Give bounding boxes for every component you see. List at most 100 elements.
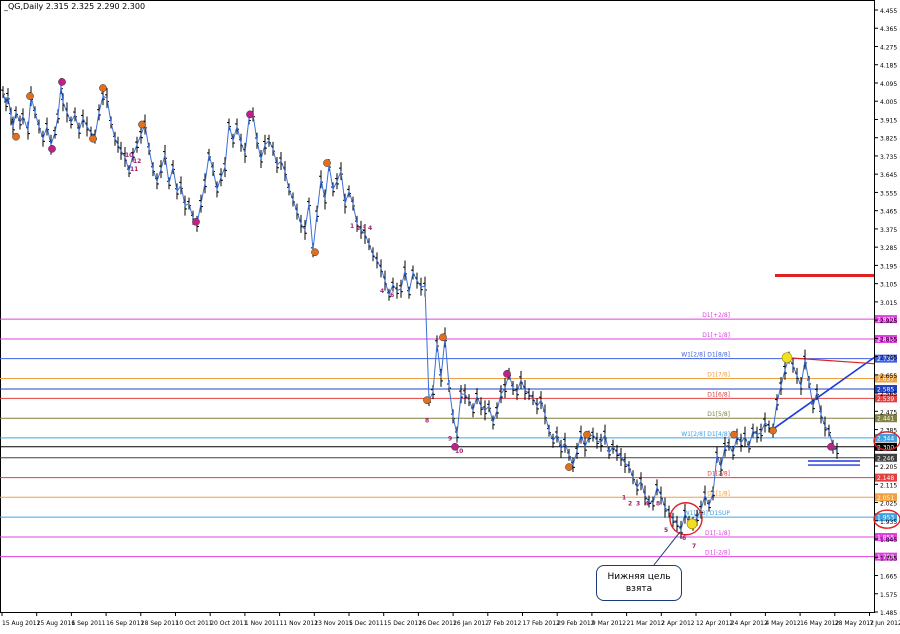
fractal-dot [439, 334, 446, 341]
level-label: D1[5/8] [707, 411, 730, 418]
fractal-dot [730, 431, 737, 438]
wave-number: 4 [368, 225, 372, 232]
wave-number: 10 [455, 448, 463, 455]
x-tick-label: 28 Sep 2011 [141, 620, 179, 627]
wave-number: 1 [350, 223, 354, 230]
fractal-dot [423, 397, 430, 404]
callout-line-2: взята [597, 583, 681, 595]
y-tick-label: 2.745 [880, 355, 897, 362]
y-tick-label: 1.755 [880, 555, 897, 562]
y-tick-label: 4.455 [880, 8, 897, 15]
x-tick-label: 28 May 2012 [835, 620, 874, 627]
y-tick-label: 3.015 [880, 300, 897, 307]
wave-number: 2 [356, 225, 360, 232]
x-tick-label: 16 Sep 2011 [106, 620, 144, 627]
x-tick-label: 1 Nov 2011 [245, 620, 280, 627]
y-tick-label: 3.105 [880, 282, 897, 289]
y-tick-label: 4.365 [880, 26, 897, 33]
fractal-dot [138, 121, 145, 128]
level-label: W1[2/8] D1[4/8] [681, 431, 730, 438]
fractal-dot [769, 427, 776, 434]
ohlc-values: 2.315 2.325 2.290 2.300 [46, 2, 145, 11]
target-callout: Нижняя цель взята [596, 565, 682, 601]
chart-title: _QG,Daily 2.315 2.325 2.290 2.300 [4, 2, 145, 11]
y-tick-label: 1.665 [880, 574, 897, 581]
x-tick-label: 5 Dec 2011 [349, 620, 384, 627]
wave-number: 6 [390, 292, 394, 299]
level-label: D1[2/8] [707, 471, 730, 478]
x-tick-label: 25 Aug 2011 [37, 620, 76, 627]
fractal-dot [503, 370, 510, 377]
yellow-high-dot [782, 353, 792, 363]
wave-number: 2 [628, 501, 632, 508]
x-tick-label: 26 Dec 2011 [418, 620, 457, 627]
level-price-text: 2.441 [877, 416, 894, 423]
x-tick-label: 29 Feb 2012 [557, 620, 595, 627]
trend-lines [771, 358, 874, 465]
yellow-low-dot [687, 519, 697, 529]
callout-line-1: Нижняя цель [597, 571, 681, 583]
gridlines [1, 1, 875, 613]
fractal-dot [26, 93, 33, 100]
y-tick-label: 3.555 [880, 190, 897, 197]
y-tick-label: 2.115 [880, 482, 897, 489]
fractal-dot [99, 84, 106, 91]
x-tick-label: 15 Dec 2011 [384, 620, 423, 627]
level-label: W1[1/8] D1SUP [684, 510, 731, 517]
wave-number: 4 [380, 288, 384, 295]
level-price-text: 2.246 [877, 455, 894, 462]
x-tick-label: 2 Apr 2012 [661, 620, 694, 627]
wave-number: 11 [130, 166, 138, 173]
x-tick-label: 11 Nov 2011 [280, 620, 319, 627]
wave-number: 3 [636, 501, 640, 508]
y-tick-label: 2.025 [880, 501, 897, 508]
fractal-dot [89, 135, 96, 142]
level-price-text: 2.344 [877, 435, 894, 442]
y-tick-label: 1.485 [880, 610, 897, 617]
x-tick-label: 12 Apr 2012 [696, 620, 733, 627]
level-price-text: 2.148 [877, 475, 894, 482]
y-tick-label: 3.465 [880, 209, 897, 216]
level-label: D1[-2/8] [705, 550, 730, 557]
y-tick-label: 2.565 [880, 391, 897, 398]
fractal-dot [12, 133, 19, 140]
fractal-dot [48, 145, 55, 152]
x-tick-label: 9 Mar 2012 [592, 620, 626, 627]
x-tick-label: 16 May 2012 [800, 620, 839, 627]
y-tick-label: 4.095 [880, 81, 897, 88]
fractal-dot [565, 463, 572, 470]
x-tick-label: 21 Mar 2012 [627, 620, 665, 627]
x-tick-label: 7 Jun 2012 [870, 620, 900, 627]
level-label: D1[+2/8] [702, 312, 730, 319]
y-tick-label: 4.185 [880, 63, 897, 70]
y-tick-label: 2.835 [880, 336, 897, 343]
y-tick-label: 4.005 [880, 99, 897, 106]
x-tick-label: 24 Apr 2012 [731, 620, 768, 627]
fractal-dot [323, 159, 330, 166]
wave-number: 3 [362, 225, 366, 232]
level-label: D1[6/8] [707, 391, 730, 398]
level-label: D1[-1/8] [705, 530, 730, 537]
level-label: D1[+1/8] [702, 332, 730, 339]
wave-number: 8 [425, 417, 429, 424]
y-tick-label: 1.845 [880, 537, 897, 544]
y-tick-label: 3.645 [880, 172, 897, 179]
y-tick-label: 2.655 [880, 373, 897, 380]
level-label: D1[7/8] [707, 371, 730, 378]
y-tick-label: 3.825 [880, 136, 897, 143]
y-tick-label: 3.915 [880, 117, 897, 124]
wave-number: 12 [133, 158, 141, 165]
fractal-dot [583, 431, 590, 438]
y-tick-label: 2.475 [880, 409, 897, 416]
y-tick-label: 1.935 [880, 519, 897, 526]
fractal-dot [58, 78, 65, 85]
wave-number: 7 [692, 543, 696, 550]
y-tick-label: 4.275 [880, 44, 897, 51]
y-tick-label: 3.285 [880, 245, 897, 252]
fractal-dot [827, 443, 834, 450]
level-label: D1[1/8] [707, 490, 730, 497]
symbol-label: _QG,Daily [4, 2, 43, 11]
